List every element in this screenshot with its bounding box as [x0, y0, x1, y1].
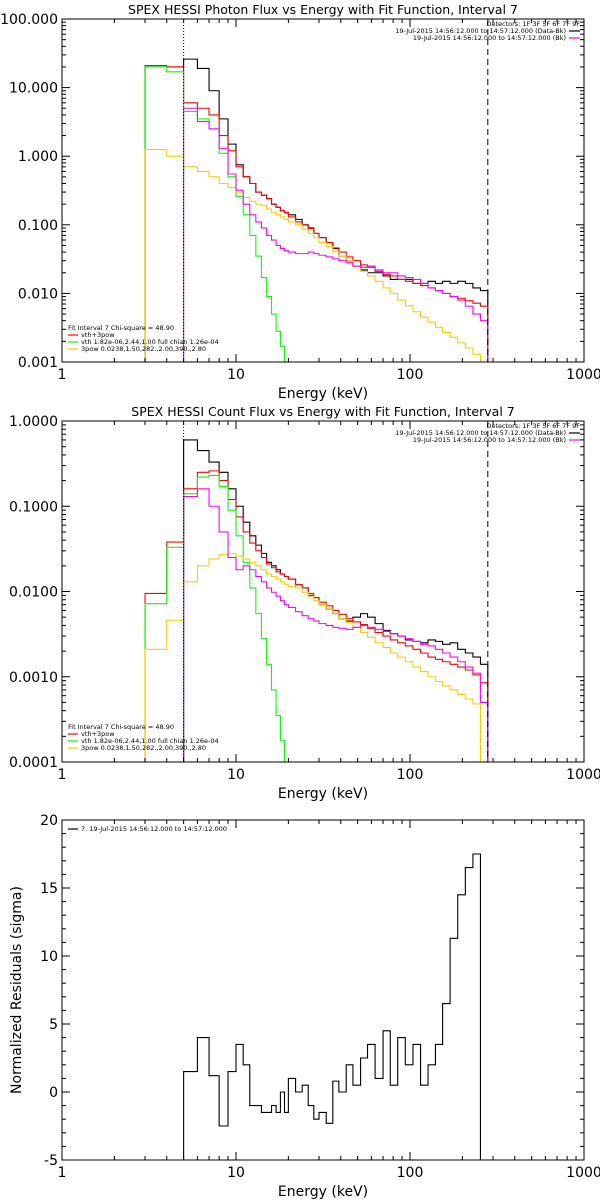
legend-left: Fit Interval 7 Chi-square = 48.90vth+3po…: [68, 324, 219, 353]
legend-left: 7. 19-Jul-2015 14:56:12.000 to 14:57:12.…: [68, 825, 227, 833]
x-tick-label: 100: [397, 1165, 424, 1181]
y-tick-label: 10.000: [9, 81, 58, 97]
y-tick-label: 0.0001: [9, 755, 58, 771]
plot-area: [144, 421, 489, 762]
legend-header: Fit Interval 7 Chi-square = 48.90: [68, 324, 174, 332]
y-axis-title: Normalized Residuals (sigma): [9, 886, 25, 1094]
x-axis-title: Energy (keV): [278, 386, 368, 402]
y-tick-label: 100.000: [0, 12, 58, 28]
series-1-line: [183, 853, 481, 1160]
y-tick-label: 0.010: [18, 286, 58, 302]
y-tick-label: 20: [40, 813, 58, 829]
x-tick-label: 10: [227, 367, 245, 383]
x-tick-label: 100: [397, 367, 424, 383]
y-tick-label: 0.0100: [9, 585, 58, 601]
y-tick-label: 0.001: [18, 355, 58, 371]
x-axis-title: Energy (keV): [278, 1184, 368, 1200]
x-tick-label: 1: [58, 1165, 67, 1181]
x-tick-label: 1: [58, 367, 67, 383]
legend-right: Detectors: 1F 3F 5F 6F 7F 9F19-Jul-2015 …: [395, 20, 580, 42]
x-tick-label: 1000: [566, 1165, 600, 1181]
series-4-line: [144, 552, 488, 762]
series-2-line: [144, 470, 489, 762]
plot-frame: [61, 819, 585, 1161]
legend-header: Detectors: 1F 3F 5F 6F 7F 9F: [486, 422, 580, 430]
y-tick-label: 0: [49, 1085, 58, 1101]
x-tick-label: 10: [227, 1165, 245, 1181]
series-5-line: [183, 488, 489, 762]
y-tick-label: 0.1000: [9, 499, 58, 515]
y-tick-label: 0.100: [18, 218, 58, 234]
legend-header: Detectors: 1F 3F 5F 6F 7F 9F: [486, 20, 580, 28]
legend-entry: 19-Jul-2015 14:56:12.000 to 14:57:12.000…: [413, 34, 566, 42]
panel-1: SPEX HESSI Photon Flux vs Energy with Fi…: [0, 2, 600, 402]
x-tick-label: 1: [58, 767, 67, 783]
plot-frame: [61, 18, 585, 363]
legend-entry: 19-Jul-2015 14:56:12.000 to 14:57:12.000…: [395, 429, 566, 437]
legend-entry: vth 1.82e-06,2.44,1.00 full chian 1.26e-…: [81, 338, 219, 346]
x-axis-title: Energy (keV): [278, 786, 368, 802]
series-5-line: [183, 107, 489, 362]
legend-entry: 3pow 0.0238,1.50,282.,2.00,390.,2.80: [81, 744, 206, 752]
x-tick-label: 1000: [566, 767, 600, 783]
x-tick-label: 1000: [566, 367, 600, 383]
legend-entry: 19-Jul-2015 14:56:12.000 to 14:57:12.000…: [413, 436, 566, 444]
y-tick-label: -5: [44, 1153, 58, 1169]
series-4-line: [144, 149, 488, 362]
plot-area: [144, 19, 489, 362]
legend-entry: 7. 19-Jul-2015 14:56:12.000 to 14:57:12.…: [81, 825, 227, 833]
plot-title: SPEX HESSI Count Flux vs Energy with Fit…: [131, 404, 514, 419]
legend-entry: vth+3pow: [81, 331, 115, 339]
plot-area: [183, 853, 481, 1160]
legend-header: Fit Interval 7 Chi-square = 48.90: [68, 723, 174, 731]
y-tick-label: 1.000: [18, 149, 58, 165]
legend-right: Detectors: 1F 3F 5F 6F 7F 9F19-Jul-2015 …: [395, 422, 580, 444]
x-tick-label: 100: [397, 767, 424, 783]
y-tick-label: 0.0010: [9, 670, 58, 686]
legend-entry: 3pow 0.0238,1.50,282.,2.00,390.,2.80: [81, 345, 206, 353]
legend-entry: vth 1.82e-06,2.44,1.00 full chian 1.26e-…: [81, 737, 219, 745]
legend-entry: 19-Jul-2015 14:56:12.000 to 14:57:12.000…: [395, 27, 566, 35]
y-tick-label: 10: [40, 949, 58, 965]
y-tick-label: 1.0000: [9, 414, 58, 430]
legend-left: Fit Interval 7 Chi-square = 48.90vth+3po…: [68, 723, 219, 752]
panel-2: SPEX HESSI Count Flux vs Energy with Fit…: [9, 404, 600, 802]
y-tick-label: 15: [40, 881, 58, 897]
y-tick-label: 5: [49, 1017, 58, 1033]
legend-entry: vth+3pow: [81, 730, 115, 738]
plot-title: SPEX HESSI Photon Flux vs Energy with Fi…: [128, 2, 518, 17]
panel-3: 1 10 100 1000 -5 0 5 10 15 20 Energy (keV) Normaliz…: [9, 813, 600, 1200]
x-tick-label: 10: [227, 767, 245, 783]
